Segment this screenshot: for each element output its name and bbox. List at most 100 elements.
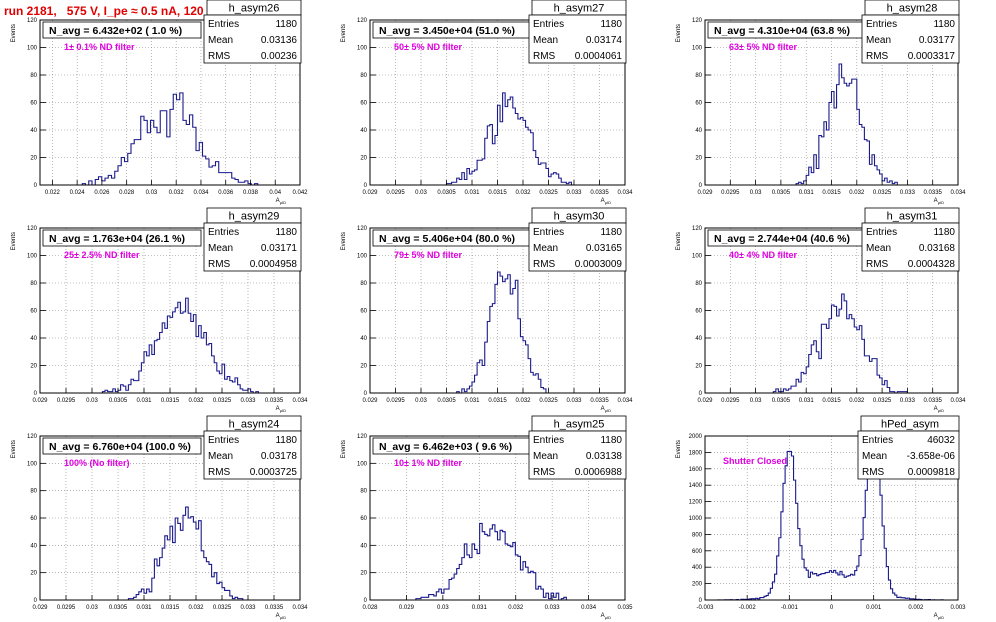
stats-key: Mean xyxy=(866,243,891,254)
x-tick-label: 0.0335 xyxy=(590,190,609,196)
x-tick-label: 0.0315 xyxy=(488,398,507,404)
y-tick-label: 1600 xyxy=(689,467,703,473)
x-tick-label: 0.001 xyxy=(866,605,882,611)
x-tick-label: 0.034 xyxy=(581,605,597,611)
stats-value: 0.0009818 xyxy=(908,467,956,478)
x-tick-label: 0.031 xyxy=(472,605,488,611)
x-tick-label: 0.03 xyxy=(437,605,449,611)
y-axis-label: Events xyxy=(11,24,17,42)
y-tick-label: 60 xyxy=(695,101,702,107)
y-tick-label: 120 xyxy=(692,226,703,232)
x-tick-label: 0.029 xyxy=(697,190,713,196)
y-axis-label: Events xyxy=(676,24,682,42)
stats-key: RMS xyxy=(533,51,556,62)
stats-key: Entries xyxy=(866,227,897,238)
x-tick-label: 0.022 xyxy=(45,190,61,196)
histogram-series-line xyxy=(40,297,300,394)
stats-key: RMS xyxy=(208,467,231,478)
y-tick-label: 120 xyxy=(357,18,368,24)
y-tick-label: 60 xyxy=(360,101,367,107)
stats-value: 0.0003725 xyxy=(250,467,298,478)
stats-histogram-name: h_asym31 xyxy=(887,211,938,223)
x-tick-label: 0.029 xyxy=(697,398,713,404)
stats-key: Entries xyxy=(533,19,564,30)
y-axis-label: Events xyxy=(11,440,17,458)
stats-value: -3.658e-06 xyxy=(907,451,956,462)
stats-key: RMS xyxy=(208,51,231,62)
x-tick-label: 0.031 xyxy=(136,605,152,611)
x-tick-label: 0.0335 xyxy=(924,190,943,196)
x-tick-label: 0.0305 xyxy=(772,398,791,404)
y-tick-label: 100 xyxy=(692,254,703,260)
stats-key: Mean xyxy=(533,243,558,254)
y-axis-label: Events xyxy=(11,232,17,250)
histogram-title: N_avg = 2.744e+04 (40.6 %) xyxy=(714,233,850,245)
y-tick-label: 0 xyxy=(699,598,703,604)
stats-histogram-name: h_asym28 xyxy=(887,3,938,15)
x-tick-label: 0.03 xyxy=(750,398,762,404)
x-tick-label: 0.031 xyxy=(799,190,815,196)
x-tick-label: 0.002 xyxy=(908,605,924,611)
y-tick-label: 100 xyxy=(357,46,368,52)
x-tick-label: 0.0315 xyxy=(822,190,841,196)
histogram-title: N_avg = 4.310e+04 (63.8 %) xyxy=(714,25,850,37)
stats-histogram-name: hPed_asym xyxy=(881,419,939,431)
y-tick-label: 0 xyxy=(34,391,38,397)
y-tick-label: 120 xyxy=(27,226,38,232)
x-axis-label-subscript: μID xyxy=(605,200,611,205)
filter-annotation: 40± 4% ND filter xyxy=(729,250,797,260)
histogram-panel-h_asym29: 0.029 0.0295 0.03 0.0305 0.031 0.0315 0.032 0.0… xyxy=(11,207,308,413)
filter-annotation: 25± 2.5% ND filter xyxy=(64,250,140,260)
x-tick-label: 0.0305 xyxy=(772,190,791,196)
x-tick-label: 0.0295 xyxy=(386,398,405,404)
histogram-series-line xyxy=(370,271,625,394)
x-tick-label: 0.034 xyxy=(292,398,308,404)
stats-key: Entries xyxy=(533,435,564,446)
y-tick-label: 60 xyxy=(30,516,37,522)
x-tick-label: -0.001 xyxy=(781,605,799,611)
x-axis-label: AμID xyxy=(934,198,944,205)
stats-value: 1180 xyxy=(275,227,297,238)
x-axis-label: AμID xyxy=(934,613,944,620)
y-tick-label: 600 xyxy=(692,549,703,555)
histogram-panel-h_asym27: 0.029 0.0295 0.03 0.0305 0.031 0.0315 0.032 0.0… xyxy=(341,0,633,205)
stats-key: Mean xyxy=(533,451,558,462)
y-tick-label: 0 xyxy=(34,183,38,189)
y-tick-label: 1200 xyxy=(689,500,703,506)
x-tick-label: 0.032 xyxy=(169,190,185,196)
y-tick-label: 0 xyxy=(34,598,38,604)
x-tick-label: 0.035 xyxy=(617,605,633,611)
x-axis-label-subscript: μID xyxy=(938,408,944,413)
x-tick-label: 0.034 xyxy=(617,190,633,196)
x-tick-label: 0.038 xyxy=(243,190,259,196)
y-tick-label: 80 xyxy=(695,281,702,287)
stats-value: 1180 xyxy=(600,227,622,238)
histogram-series-line xyxy=(705,435,958,601)
x-tick-label: 0.028 xyxy=(119,190,135,196)
stats-box xyxy=(203,14,302,64)
x-tick-label: 0.0335 xyxy=(265,398,284,404)
x-axis-label-subscript: μID xyxy=(938,200,944,205)
x-tick-label: 0.0325 xyxy=(539,190,558,196)
x-tick-label: 0.033 xyxy=(545,605,561,611)
stats-key: RMS xyxy=(208,259,231,270)
x-tick-label: 0.0305 xyxy=(437,190,456,196)
stats-value: 0.0003317 xyxy=(908,51,956,62)
y-tick-label: 0 xyxy=(364,391,368,397)
y-tick-label: 120 xyxy=(357,434,368,440)
stats-key: RMS xyxy=(866,51,889,62)
y-tick-label: 80 xyxy=(30,489,37,495)
x-tick-label: 0.034 xyxy=(950,190,966,196)
stats-key: Mean xyxy=(533,35,558,46)
stats-key: Entries xyxy=(208,435,239,446)
y-tick-label: 20 xyxy=(695,156,702,162)
histogram-series-line xyxy=(705,63,958,186)
x-tick-label: 0 xyxy=(830,605,834,611)
y-tick-label: 80 xyxy=(360,281,367,287)
y-tick-label: 80 xyxy=(360,489,367,495)
x-tick-label: 0.0315 xyxy=(488,190,507,196)
y-tick-label: 40 xyxy=(30,543,37,549)
x-tick-label: 0.0315 xyxy=(161,605,180,611)
title-box xyxy=(42,229,202,247)
x-axis-label-subscript: μID xyxy=(280,200,286,205)
